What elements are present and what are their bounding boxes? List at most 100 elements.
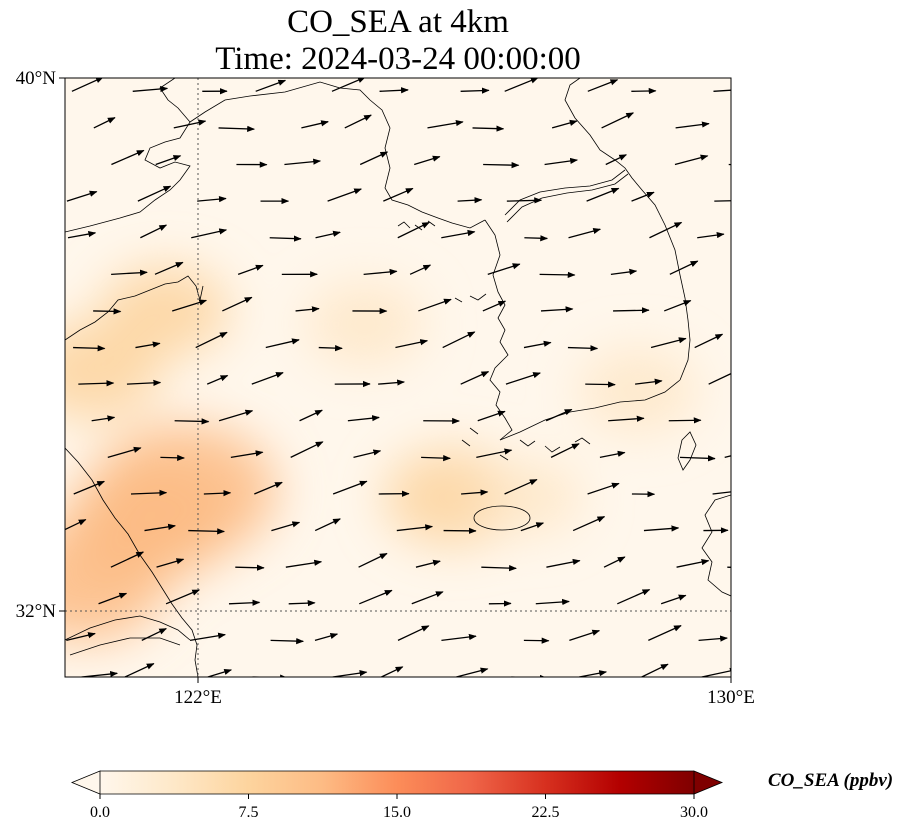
wind-arrow-110 <box>107 446 142 458</box>
wind-arrow-165 <box>66 632 96 642</box>
map-title-variable: CO_SEA at 4km <box>287 4 509 40</box>
wind-arrow-128 <box>504 478 538 495</box>
wind-arrow-161 <box>535 598 570 606</box>
colorbar-tick-label-0: 0.0 <box>90 804 110 821</box>
wind-arrow-122 <box>130 489 168 496</box>
wind-arrow-184 <box>579 670 608 677</box>
wind-arrow-156 <box>228 599 261 606</box>
wind-arrow-115 <box>421 455 451 462</box>
colorbar-label: CO_SEA (ppbv) <box>768 770 894 791</box>
wind-arrow-102 <box>299 409 323 422</box>
wind-arrow-18 <box>551 119 578 129</box>
wind-arrow-64 <box>669 260 699 275</box>
wind-arrow-27 <box>414 155 441 166</box>
wind-arrow-66 <box>93 308 122 315</box>
wind-arrow-79 <box>195 331 228 349</box>
wind-arrow-33 <box>66 190 98 202</box>
wind-arrow-65 <box>734 265 769 275</box>
wind-arrow-46 <box>191 228 228 239</box>
wind-arrow-180 <box>332 670 368 677</box>
wind-arrow-175 <box>698 635 728 642</box>
wind-arrow-87 <box>694 333 724 349</box>
wind-arrow-123 <box>203 490 232 497</box>
lon-tick-label-130: 130°E <box>707 687 755 708</box>
wind-arrow-105 <box>477 410 506 422</box>
wind-arrow-95 <box>505 372 541 385</box>
wind-arrow-174 <box>648 625 682 641</box>
wind-arrow-83 <box>442 331 476 349</box>
wind-arrow-158 <box>359 589 393 605</box>
wind-arrow-98 <box>708 372 731 385</box>
wind-arrow-152 <box>676 558 710 568</box>
colorbar-extend-min <box>70 770 101 795</box>
korea-west-coast <box>484 219 513 441</box>
wind-arrow-37 <box>327 188 362 202</box>
wind-arrow-169 <box>314 632 339 642</box>
wind-arrow-149 <box>481 564 517 572</box>
wind-arrow-84 <box>523 340 552 349</box>
wind-arrow-121 <box>73 480 105 495</box>
wind-arrow-116 <box>476 448 513 459</box>
yangtze-estuary <box>65 615 191 656</box>
wind-arrow-48 <box>315 230 341 239</box>
wind-arrow-73 <box>540 306 574 313</box>
wind-arrow-47 <box>269 235 302 242</box>
wind-arrow-75 <box>663 299 692 312</box>
wind-arrow-69 <box>295 306 320 313</box>
wind-arrow-137 <box>396 524 434 532</box>
wind-arrow-153 <box>727 566 731 568</box>
co-plume-7 <box>577 347 698 434</box>
wind-arrow-49 <box>397 221 430 239</box>
map-title-time: Time: 2024-03-24 00:00:00 <box>215 41 581 77</box>
wind-arrow-129 <box>587 482 620 495</box>
wind-arrow-173 <box>569 629 601 642</box>
wind-arrow-61 <box>487 263 521 275</box>
wind-arrow-106 <box>545 408 573 422</box>
wind-arrow-103 <box>347 415 380 422</box>
wind-arrow-157 <box>288 599 316 607</box>
korea-south-coast <box>499 379 681 441</box>
wind-arrow-29 <box>544 157 578 166</box>
wind-arrow-53 <box>649 221 683 239</box>
lat-tick-label-32: 32°N <box>16 601 57 622</box>
wind-arrow-141 <box>643 525 680 532</box>
wind-arrow-136 <box>314 518 341 532</box>
wind-arrow-80 <box>265 338 300 349</box>
wind-arrow-34 <box>137 185 172 202</box>
wind-arrow-3 <box>255 79 287 92</box>
wind-arrow-26 <box>359 151 389 166</box>
japan-kyushu-coast <box>701 494 731 597</box>
colorbar-tick-label-3: 22.5 <box>532 804 560 821</box>
wind-arrow-177 <box>124 663 155 677</box>
wind-arrow-182 <box>456 667 489 677</box>
wind-arrow-145 <box>235 564 265 571</box>
colorbar-tick-label-4: 30.0 <box>680 804 708 821</box>
wind-arrow-163 <box>660 594 687 605</box>
wind-arrow-77 <box>73 345 106 352</box>
wind-arrow-54 <box>697 231 725 239</box>
wind-arrow-13 <box>218 125 255 133</box>
wind-arrow-162 <box>617 588 651 605</box>
wind-arrow-176 <box>81 670 118 677</box>
china-coastline-north <box>65 78 191 233</box>
co-plume-4 <box>304 281 425 368</box>
wind-arrow-81 <box>318 344 343 352</box>
wind-arrow-114 <box>353 449 382 458</box>
wind-arrow-146 <box>285 559 323 568</box>
wind-arrow-127 <box>461 489 489 496</box>
wind-arrow-186 <box>701 667 731 677</box>
wind-arrow-144 <box>156 558 185 568</box>
wind-arrow-25 <box>284 158 322 166</box>
wind-arrow-51 <box>524 235 549 242</box>
wind-arrow-178 <box>207 668 232 677</box>
wind-arrow-4 <box>331 78 366 92</box>
wind-arrow-11 <box>93 117 116 129</box>
shandong-coastline <box>65 275 204 341</box>
wind-arrow-43 <box>714 200 731 202</box>
wind-arrow-111 <box>160 454 185 461</box>
wind-arrow-23 <box>155 155 182 166</box>
gridlines <box>65 78 731 677</box>
wind-arrow-28 <box>483 162 520 169</box>
wind-arrow-30 <box>605 154 627 166</box>
wind-arrow-60 <box>409 264 432 275</box>
